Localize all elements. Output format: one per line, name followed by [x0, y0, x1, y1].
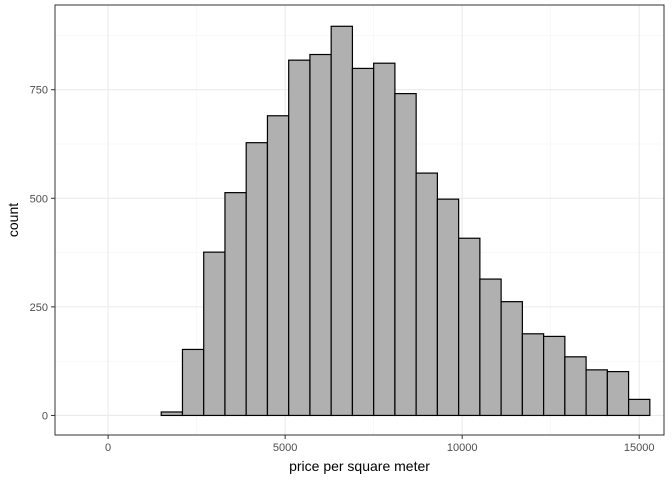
axis-ticks	[51, 89, 640, 439]
histogram-bar	[500, 301, 523, 417]
histogram-bar	[160, 411, 184, 417]
histogram-bar	[458, 237, 481, 417]
histogram-bar	[436, 198, 460, 417]
histogram-bar	[479, 278, 502, 417]
histogram-bar	[224, 192, 247, 417]
y-axis-title: count	[5, 203, 21, 237]
axis-tick-labels: 0 5000 10000 15000 0 250 500 750	[30, 85, 655, 454]
x-tick-label: 0	[105, 442, 111, 454]
panel-border	[54, 4, 665, 436]
histogram-bar	[564, 356, 587, 417]
histogram-bar	[203, 251, 226, 417]
histogram-bar	[543, 335, 566, 417]
histogram-bar	[394, 93, 417, 417]
histogram-bar	[415, 172, 438, 417]
histogram-bar	[288, 59, 311, 417]
histogram-bar	[266, 115, 290, 417]
x-tick-label: 5000	[273, 442, 297, 454]
y-tick-label: 250	[30, 302, 48, 314]
x-axis-title: price per square meter	[289, 458, 430, 474]
histogram-bar	[330, 25, 354, 417]
y-tick-label: 500	[30, 193, 48, 205]
histogram-bar	[521, 333, 545, 417]
x-tick-label: 15000	[624, 442, 655, 454]
histogram-bars	[160, 25, 651, 417]
y-tick-label: 750	[30, 85, 48, 97]
histogram-bar	[627, 398, 651, 417]
histogram-bar	[373, 62, 396, 417]
histogram-bar	[585, 369, 608, 417]
x-tick-label: 10000	[447, 442, 478, 454]
histogram-bar	[309, 53, 332, 417]
histogram-bar	[351, 67, 375, 417]
histogram-bar	[245, 142, 269, 417]
y-tick-label: 0	[42, 410, 48, 422]
histogram-bar	[606, 370, 630, 417]
histogram-bar	[181, 348, 205, 417]
